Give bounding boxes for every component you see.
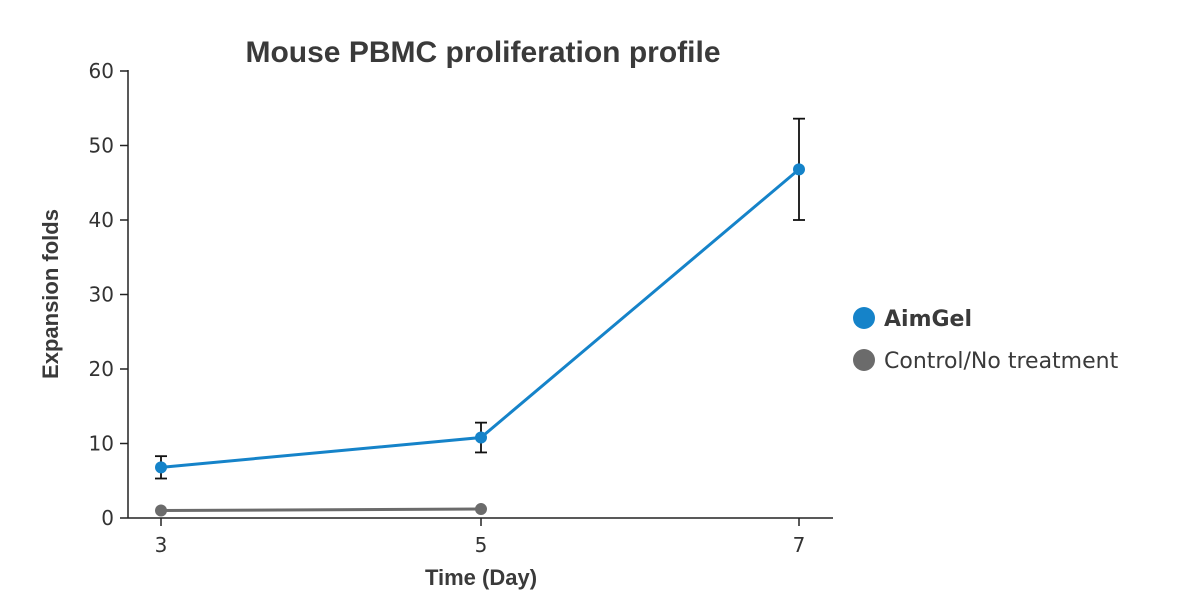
y-tick-label: 40: [89, 208, 114, 232]
x-tick-label: 3: [155, 533, 168, 557]
y-tick-label: 0: [101, 506, 114, 530]
x-tick-label: 5: [475, 533, 488, 557]
data-point-aimgel: [793, 163, 805, 176]
y-tick-label: 30: [89, 283, 114, 307]
legend: AimGel Control/No treatment: [853, 307, 1119, 374]
legend-label-aimgel: AimGel: [884, 307, 972, 332]
y-tick-label: 20: [89, 357, 114, 381]
series-line-control-no-treatment: [160, 507, 482, 513]
axes: 0 10 20 30 40 50 60 3 5 7: [89, 59, 833, 557]
legend-marker-aimgel: [853, 307, 875, 329]
data-point-aimgel: [155, 461, 167, 474]
data-point-control-no-treatment: [155, 504, 167, 517]
series-layer: [155, 117, 805, 517]
legend-marker-control-no-treatment: [853, 349, 875, 371]
y-tick-label: 60: [89, 59, 114, 83]
x-axis-title: Time (Day): [425, 565, 537, 590]
chart-title: Mouse PBMC proliferation profile: [245, 36, 720, 69]
data-point-aimgel: [475, 431, 487, 444]
y-tick-label: 10: [89, 432, 114, 456]
legend-label-control-no-treatment: Control/No treatment: [884, 349, 1119, 374]
y-tick-label: 50: [89, 134, 114, 158]
y-axis-title: Expansion folds: [38, 209, 63, 379]
data-point-control-no-treatment: [475, 503, 487, 516]
x-tick-label: 7: [793, 533, 806, 557]
